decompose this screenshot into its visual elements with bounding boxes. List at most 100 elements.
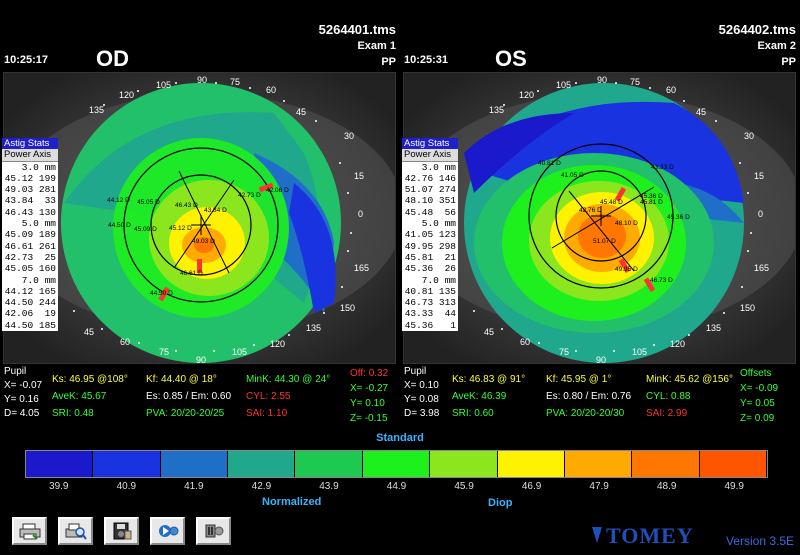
od-angle: 90 <box>196 355 206 364</box>
od-offset-z: Z= -0.15 <box>350 413 388 424</box>
od-angle: 120 <box>270 339 285 349</box>
od-angle: 150 <box>340 303 355 313</box>
os-angle: 90 <box>597 75 607 85</box>
os-offset-z: Z= 0.09 <box>740 413 775 424</box>
scale-value: 44.9 <box>386 481 407 492</box>
stats-row: 3.0 mm <box>21 161 56 173</box>
os-exam-label: Exam 2 <box>757 40 796 52</box>
os-angle: 105 <box>632 347 647 357</box>
stats-row: 7.0 mm <box>21 274 56 286</box>
od-angle: 105 <box>156 80 171 90</box>
od-angle: 75 <box>159 347 169 357</box>
od-file-name: 5264401.tms <box>318 22 396 37</box>
os-d-label: 42.76 D <box>579 207 602 214</box>
stats-row: 5.0 mm <box>421 218 456 230</box>
color-scale-bar[interactable] <box>25 450 768 478</box>
scale-value: 45.9 <box>454 481 474 492</box>
od-pupil-label: Pupil <box>4 366 27 377</box>
od-d-label: 45.05 D <box>137 199 160 206</box>
scale-color-cell <box>699 451 767 477</box>
play-button[interactable] <box>150 517 185 545</box>
os-d-label: 43.33 D <box>651 164 674 171</box>
scale-normalized-label[interactable]: Normalized <box>262 496 322 508</box>
stats-row: 5.0 mm <box>21 218 56 230</box>
stats-row: 45.12 199 <box>4 172 56 184</box>
os-angle: 120 <box>519 90 534 100</box>
od-kf: Kf: 44.40 @ 18° <box>146 374 217 385</box>
os-topography-map[interactable]: 40.81 D 41.05 D 43.33 D 45.36 D 45.81 D … <box>403 72 796 364</box>
os-d-label: 48.10 D <box>615 220 638 227</box>
od-d-label: 42.06 D <box>266 187 289 194</box>
os-file-name: 5264402.tms <box>718 22 796 37</box>
od-offset-x: X= -0.27 <box>350 383 389 394</box>
stats-row: 45.09 189 <box>4 229 56 241</box>
od-offset-label: Off: 0.32 <box>350 368 389 379</box>
os-sri: SRI: 0.60 <box>452 408 494 419</box>
stats-row: 49.03 281 <box>4 184 56 196</box>
od-angle: 90 <box>197 75 207 85</box>
scale-value: 40.9 <box>116 481 137 492</box>
stats-row: 46.43 130 <box>4 206 56 218</box>
stats-row: 7.0 mm <box>421 274 456 286</box>
os-offset-x: X= -0.09 <box>740 383 779 394</box>
od-d-label: 44.50 D <box>150 290 173 297</box>
play-icon <box>158 525 178 537</box>
os-info-panel: Pupil X= 0.10 Y= 0.08 D= 3.98 Ks: 46.83 … <box>400 364 800 424</box>
os-d-label: 51.07 D <box>593 238 616 245</box>
os-angle: 75 <box>559 347 569 357</box>
os-avek: AveK: 46.39 <box>452 391 507 402</box>
stats-row: 42.06 19 <box>4 308 56 320</box>
od-pva: PVA: 20/20-20/25 <box>146 408 225 419</box>
od-angle: 75 <box>230 77 240 87</box>
scale-value: 39.9 <box>49 481 69 492</box>
os-stats-subheader[interactable]: Power Axis <box>402 149 458 162</box>
print-button[interactable] <box>12 517 47 545</box>
os-d-label: 46.73 D <box>650 277 673 284</box>
scale-title[interactable]: Standard <box>376 432 424 444</box>
od-topography-map[interactable]: 44.12 D 45.05 D 46.43 D 42.73 D 42.06 D … <box>3 72 396 364</box>
od-pupil-y: Y= 0.16 <box>4 394 39 405</box>
scale-color-cell <box>295 451 363 477</box>
od-angle: 60 <box>120 337 130 347</box>
od-angle: 165 <box>354 263 369 273</box>
od-info-panel: Pupil X= -0.07 Y= 0.16 D= 4.05 Ks: 46.95… <box>0 364 400 424</box>
os-pupil-label: Pupil <box>404 366 427 377</box>
od-panel: 5264401.tms Exam 1 PP 10:25:17 OD <box>0 0 400 360</box>
od-angle: 45 <box>84 327 94 337</box>
od-stats-header[interactable]: Astig Stats <box>2 138 58 150</box>
od-stats-subheader[interactable]: Power Axis <box>2 149 58 162</box>
od-avek: AveK: 45.67 <box>52 391 107 402</box>
stats-row: 49.95 298 <box>404 240 456 252</box>
stats-row: 40.81 135 <box>404 285 456 297</box>
save-button[interactable] <box>104 517 139 545</box>
os-es-em: Es: 0.80 / Em: 0.76 <box>546 391 632 402</box>
os-pupil-y: Y= 0.08 <box>404 394 439 405</box>
stats-row: 41.05 123 <box>404 229 456 241</box>
os-angle: 105 <box>556 80 571 90</box>
od-d-label: 49.03 D <box>192 238 215 245</box>
os-pva: PVA: 20/20-20/30 <box>546 408 625 419</box>
od-angle: 30 <box>344 131 354 141</box>
scale-color-cell <box>564 451 633 477</box>
od-angle: 45 <box>296 107 306 117</box>
version-label: Version 3.5E <box>726 534 795 548</box>
scale-color-cell <box>26 451 94 477</box>
stop-button[interactable] <box>196 517 231 545</box>
print-preview-button[interactable] <box>58 517 93 545</box>
od-angle: 105 <box>232 347 247 357</box>
od-angle: 60 <box>266 85 276 95</box>
print-icon <box>19 523 40 540</box>
os-cyl: CYL: 0.88 <box>646 391 691 402</box>
os-angle: 45 <box>696 107 706 117</box>
os-angle: 60 <box>666 85 676 95</box>
scale-color-cell <box>93 451 161 477</box>
scale-color-cell <box>430 451 498 477</box>
os-d-label: 40.81 D <box>538 160 561 167</box>
print-preview-icon <box>65 523 87 540</box>
od-angle: 15 <box>354 171 364 181</box>
scale-color-cell <box>228 451 296 477</box>
os-angle: 60 <box>520 337 530 347</box>
os-stats-header[interactable]: Astig Stats <box>402 138 458 150</box>
stats-row: 45.36 26 <box>404 263 456 275</box>
od-angle: 0 <box>358 209 363 219</box>
